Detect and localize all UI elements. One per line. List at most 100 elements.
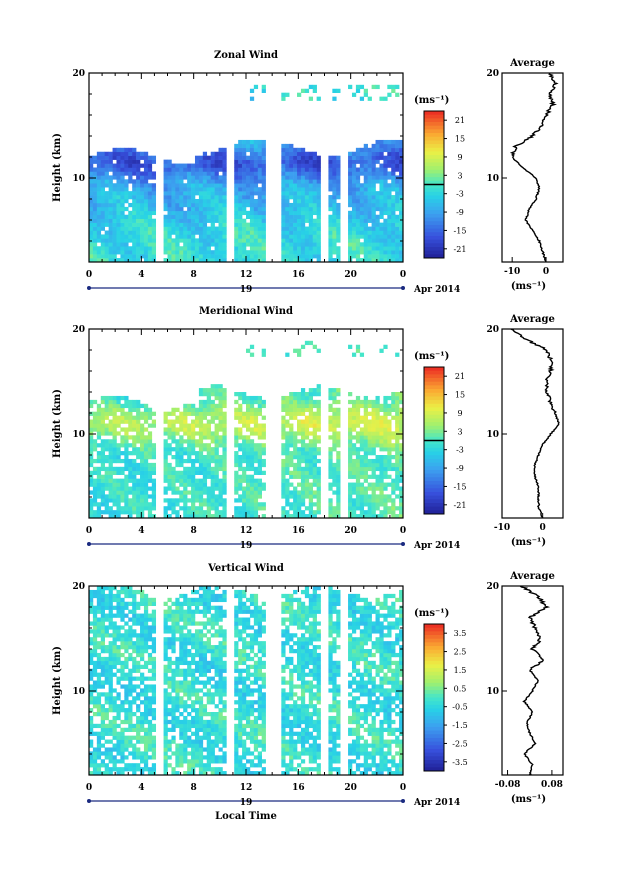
heatmap-cell <box>206 214 211 219</box>
heatmap-cell <box>100 462 105 468</box>
heatmap-cell <box>371 435 376 440</box>
heatmap-cell <box>300 498 306 503</box>
heatmap-cell <box>308 423 314 428</box>
heatmap-cell <box>147 771 153 776</box>
heatmap-cell <box>163 427 168 432</box>
heatmap-cell <box>304 506 310 511</box>
heatmap-cell <box>151 676 157 681</box>
heatmap-cell <box>359 482 365 487</box>
heatmap-cell <box>399 210 404 216</box>
heatmap-cell <box>132 482 137 487</box>
heatmap-cell <box>147 712 153 717</box>
heatmap-cell <box>140 589 145 595</box>
heatmap-cell <box>89 470 94 475</box>
heatmap-cell <box>312 183 317 188</box>
heatmap-cell <box>328 514 333 519</box>
heatmap-cell <box>202 163 208 168</box>
heatmap-cell <box>108 601 113 606</box>
heatmap-cell <box>293 218 298 223</box>
heatmap-cell <box>336 415 341 420</box>
heatmap-cell <box>128 214 133 219</box>
heatmap-cell <box>183 226 188 231</box>
heatmap-cell <box>328 246 333 251</box>
heatmap-cell <box>218 238 223 243</box>
colorbar-segment <box>424 232 444 237</box>
heatmap-cell <box>187 230 192 235</box>
heatmap-cell <box>167 478 172 483</box>
heatmap-cell <box>383 258 388 263</box>
heatmap-cell <box>92 226 98 231</box>
heatmap-cell <box>359 462 365 468</box>
heatmap-cell <box>151 411 157 416</box>
heatmap-cell <box>147 629 153 634</box>
heatmap-cell <box>214 258 219 263</box>
heatmap-cell <box>202 242 208 247</box>
heatmap-cell <box>187 246 192 251</box>
heatmap-cell <box>206 423 211 428</box>
heatmap-cell <box>96 660 102 666</box>
heatmap-cell <box>383 226 388 231</box>
heatmap-cell <box>116 708 121 713</box>
heatmap-cell <box>332 238 337 243</box>
heatmap-cell <box>289 399 294 405</box>
heatmap-cell <box>163 230 168 235</box>
heatmap-cell <box>391 238 396 243</box>
heatmap-cell <box>151 755 157 760</box>
heatmap-cell <box>96 506 102 511</box>
heatmap-cell <box>191 478 196 483</box>
heatmap-cell <box>120 759 125 764</box>
heatmap-cell <box>92 621 98 626</box>
heatmap-cell <box>198 601 204 606</box>
heatmap-cell <box>108 167 113 172</box>
heatmap-cell <box>132 230 137 235</box>
heatmap-cell <box>304 494 310 499</box>
heatmap-cell <box>89 242 94 247</box>
heatmap-cell <box>367 159 372 164</box>
heatmap-cell <box>304 202 310 208</box>
heatmap-cell <box>238 415 243 420</box>
heatmap-cell <box>191 218 196 223</box>
heatmap-cell <box>395 443 400 448</box>
heatmap-cell <box>222 163 227 168</box>
heatmap-cell <box>359 155 365 160</box>
heatmap-cell <box>163 771 168 776</box>
heatmap-cell <box>399 458 404 464</box>
heatmap-cell <box>348 159 353 164</box>
heatmap-cell <box>316 415 321 420</box>
heatmap-cell <box>151 226 157 231</box>
heatmap-cell <box>132 435 137 440</box>
heatmap-cell <box>395 191 400 196</box>
heatmap-cell <box>191 656 196 662</box>
heatmap-cell <box>293 439 298 444</box>
heatmap-cell <box>108 593 113 599</box>
heatmap-cell <box>206 506 211 511</box>
heatmap-cell <box>175 443 180 448</box>
heatmap-cell <box>261 88 266 93</box>
heatmap-cell <box>163 195 168 200</box>
heatmap-cell <box>293 214 298 219</box>
heatmap-cell <box>312 443 317 448</box>
heatmap-cell <box>332 171 337 176</box>
heatmap-cell <box>124 462 129 468</box>
heatmap-cell <box>289 151 294 156</box>
heatmap-cell <box>104 708 109 713</box>
heatmap-cell <box>316 167 321 172</box>
heatmap-cell <box>348 214 353 219</box>
heatmap-cell <box>312 494 317 499</box>
heatmap-cell <box>246 214 251 219</box>
heatmap-cell <box>363 510 368 515</box>
heatmap-cell <box>222 399 227 405</box>
heatmap-cell <box>92 230 98 235</box>
heatmap-cell <box>234 206 239 212</box>
heatmap-cell <box>367 506 372 511</box>
heatmap-cell <box>120 175 125 180</box>
heatmap-cell <box>261 159 266 164</box>
heatmap-cell <box>163 692 168 697</box>
heatmap-cell <box>351 226 357 231</box>
heatmap-cell <box>171 771 176 776</box>
heatmap-cell <box>89 399 94 405</box>
heatmap-cell <box>147 597 153 603</box>
heatmap-cell <box>383 474 388 479</box>
heatmap-cell <box>379 238 384 243</box>
heatmap-cell <box>336 202 341 208</box>
